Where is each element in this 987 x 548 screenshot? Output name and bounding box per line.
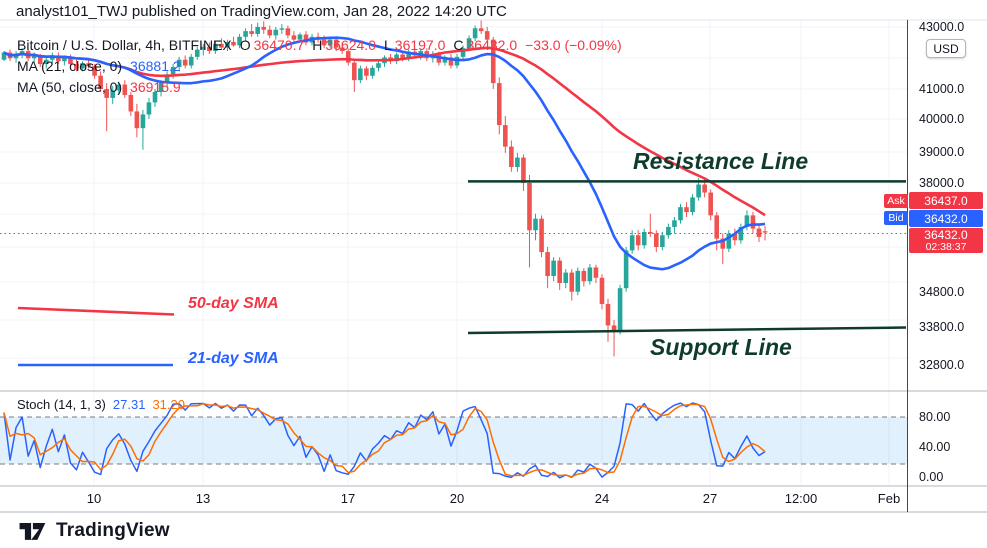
low-label: L xyxy=(383,37,392,53)
bid-price-badge: 36432.0 xyxy=(909,210,983,227)
currency-toggle-button[interactable]: USD xyxy=(926,39,966,58)
ma50-label: MA (50, close, 0) xyxy=(17,79,123,95)
price-axis-label: 43000.0 xyxy=(919,20,965,34)
ma21-legend-row[interactable]: MA (21, close, 0) 36881.2 xyxy=(17,58,181,74)
tradingview-brand[interactable]: TradingView xyxy=(16,518,170,544)
sma21-annotation-label[interactable]: 21-day SMA xyxy=(188,350,279,367)
tradingview-logo-icon xyxy=(19,523,46,540)
price-axis-label: 39000.0 xyxy=(919,145,965,159)
published-byline: analyst101_TWJ published on TradingView.… xyxy=(16,3,507,20)
ask-tag: Ask xyxy=(884,194,908,208)
time-axis-label: 17 xyxy=(340,491,356,506)
stoch-legend-row[interactable]: Stoch (14, 1, 3) 27.31 31.20 xyxy=(17,397,185,412)
time-axis-label: 24 xyxy=(594,491,610,506)
time-axis-label: 12:00 xyxy=(784,491,818,506)
bid-tag: Bid xyxy=(884,211,908,225)
resistance-line-label[interactable]: Resistance Line xyxy=(633,148,809,174)
time-axis-label: 27 xyxy=(702,491,718,506)
symbol-legend-row[interactable]: Bitcoin / U.S. Dollar, 4h, BITFINEX O 3647… xyxy=(17,37,622,53)
stoch-level-label: 0.00 xyxy=(919,470,944,484)
sma50-annotation-label[interactable]: 50-day SMA xyxy=(188,295,279,312)
tradingview-brand-text: TradingView xyxy=(56,520,170,541)
time-axis-label: 10 xyxy=(86,491,102,506)
ma50-legend-row[interactable]: MA (50, close, 0) 36915.9 xyxy=(17,79,181,95)
stoch-label: Stoch (14, 1, 3) xyxy=(17,397,106,412)
bar-countdown: 02:38:37 xyxy=(925,240,967,253)
time-axis-label: 13 xyxy=(195,491,211,506)
low-value: 36197.0 xyxy=(394,37,446,53)
high-value: 36624.0 xyxy=(325,37,376,53)
ma21-label: MA (21, close, 0) xyxy=(17,58,123,74)
stoch-d-value: 31.20 xyxy=(152,397,185,412)
stoch-level-label: 40.00 xyxy=(919,440,951,454)
price-axis-label: 41000.0 xyxy=(919,82,965,96)
open-value: 36470.7 xyxy=(253,37,305,53)
open-label: O xyxy=(239,37,251,53)
time-axis-label: 20 xyxy=(449,491,465,506)
price-axis-label: 40000.0 xyxy=(919,112,965,126)
last-price-value: 36432.0 xyxy=(924,227,968,242)
stoch-k-value: 27.31 xyxy=(112,397,146,412)
time-axis-label: Feb xyxy=(877,491,901,506)
price-axis-label: 34800.0 xyxy=(919,285,965,299)
support-line-label[interactable]: Support Line xyxy=(650,334,792,360)
close-label: C xyxy=(453,37,464,53)
ma50-value: 36915.9 xyxy=(130,79,181,95)
price-axis-label: 32800.0 xyxy=(919,358,965,372)
ma21-value: 36881.2 xyxy=(130,58,181,74)
price-axis-label: 33800.0 xyxy=(919,320,965,334)
ask-price-badge: 36437.0 xyxy=(909,192,983,209)
change-value: −33.0 (−0.09%) xyxy=(525,37,622,53)
symbol-title[interactable]: Bitcoin / U.S. Dollar, 4h, BITFINEX xyxy=(17,37,232,53)
high-label: H xyxy=(312,37,323,53)
close-value: 36432.0 xyxy=(466,37,518,53)
last-price-badge: 36432.0 02:38:37 xyxy=(909,228,983,253)
stoch-level-label: 80.00 xyxy=(919,410,951,424)
price-axis-label: 38000.0 xyxy=(919,176,965,190)
